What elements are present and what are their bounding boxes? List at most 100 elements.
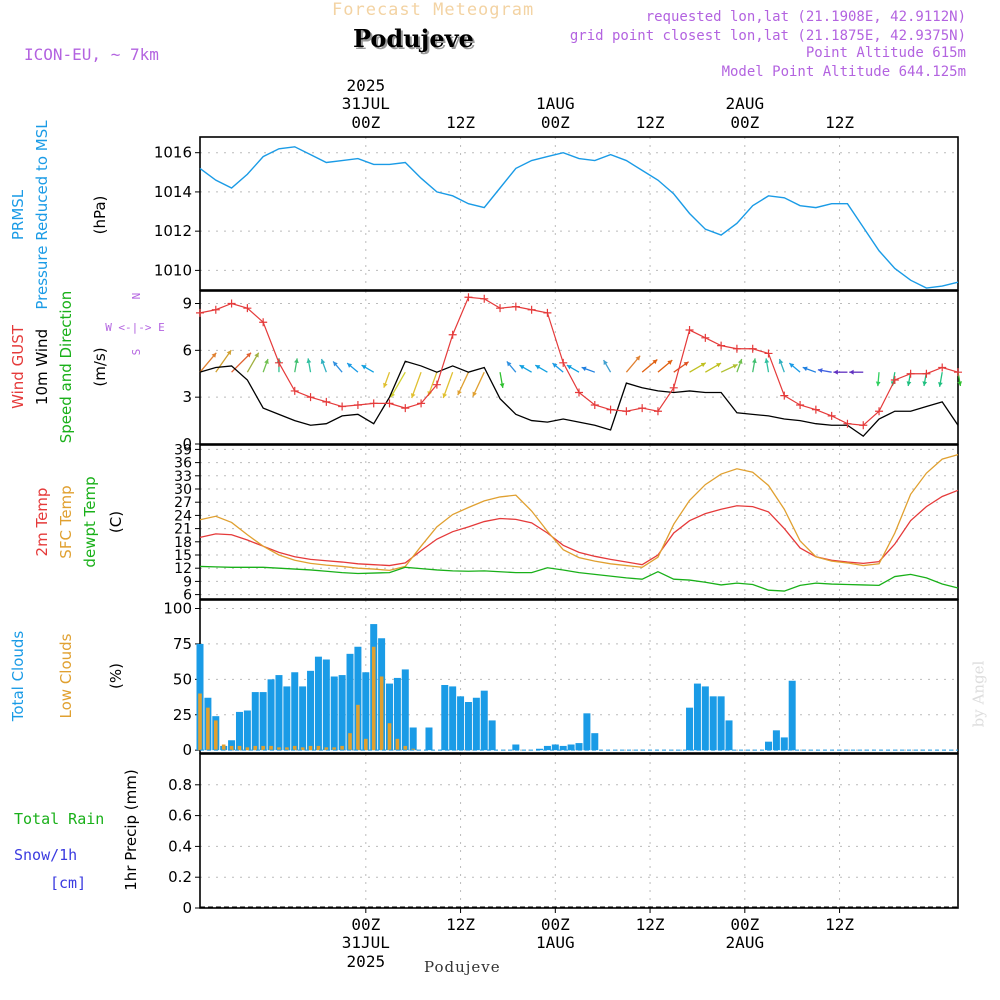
bottom-year-label: 2025 <box>347 952 386 971</box>
low-cloud-bar <box>411 748 415 751</box>
total-cloud-bar <box>449 686 457 751</box>
y-tick-label: 39 <box>174 442 192 458</box>
model-altitude: Model Point Altitude 644.125m <box>721 64 966 80</box>
wind-gust-marker <box>606 405 615 414</box>
low-cloud-bar <box>379 676 384 751</box>
low-cloud-bar <box>356 704 360 751</box>
y-tick-label: 0.4 <box>168 837 192 855</box>
wind-arrow-head <box>652 359 658 365</box>
total-cloud-bar <box>259 692 267 751</box>
total-cloud-bar <box>330 676 338 751</box>
y-tick-label: 0.2 <box>168 868 192 886</box>
wind-arrow-head <box>849 369 854 375</box>
low-cloud-bar <box>371 646 376 751</box>
y-tick-label: 9 <box>182 294 192 312</box>
wind-gust-marker <box>196 308 204 317</box>
wind-arrow-head <box>457 390 462 396</box>
y-tick-label: 21 <box>174 522 192 538</box>
total-cloud-bar <box>251 692 259 751</box>
wind-arrow-head <box>294 358 299 364</box>
wind-gust-marker <box>780 391 789 400</box>
wind-gust-marker <box>211 305 220 314</box>
y-tick-label: 0 <box>182 741 192 759</box>
low-cloud-bar <box>198 693 202 751</box>
temperature-panel-frame <box>199 444 959 600</box>
pressure-line <box>199 146 959 289</box>
y-tick-label: 30 <box>174 482 192 498</box>
bottom-time-label: 00Z <box>541 915 570 934</box>
bottom-date-label: 1AUG <box>536 933 575 952</box>
wind-arrow-head <box>506 361 512 367</box>
wind-arrow-head <box>789 363 795 368</box>
low-cloud-bar <box>300 747 305 751</box>
wind-gust-marker <box>496 304 505 313</box>
wind-arrow-head <box>383 382 388 388</box>
total-cloud-bar <box>788 680 796 751</box>
precip-unit-label: [cm] <box>50 874 86 892</box>
low-cloud-bar <box>229 745 234 751</box>
wind-gust-marker <box>559 358 568 367</box>
y-tick-label: 0.8 <box>168 776 192 794</box>
wind-arrow-head <box>802 366 808 372</box>
wind-axis-label: (m/s) <box>91 347 109 386</box>
pressure-axis-label: (hPa) <box>91 196 109 235</box>
temperature-axis-label: 2m Temp <box>33 488 51 557</box>
pressure-axis-label: PRMSL <box>9 189 27 240</box>
temperature-line <box>199 489 959 567</box>
wind-arrow-head <box>566 365 572 370</box>
wind-arrow-head <box>211 352 217 358</box>
temperature-line <box>199 454 959 572</box>
low-cloud-bar <box>261 745 265 751</box>
wind-gust-marker <box>875 407 884 416</box>
total-cloud-bar <box>457 696 465 751</box>
top-year-label: 2025 <box>347 76 386 95</box>
grid-point: grid point closest lon,lat (21.1875E, 42… <box>569 28 966 44</box>
y-tick-label: 36 <box>174 456 192 472</box>
low-cloud-bar <box>387 723 392 751</box>
total-cloud-bar <box>765 741 772 751</box>
wind-arrow-head <box>667 360 673 365</box>
total-cloud-bar <box>338 675 346 751</box>
footer-location: Podujeve <box>424 958 501 976</box>
total-cloud-bar <box>243 710 251 751</box>
total-cloud-bar <box>307 670 315 751</box>
wind-gust-marker <box>369 399 378 408</box>
low-cloud-bar <box>221 744 226 751</box>
y-tick-label: 27 <box>174 495 192 511</box>
wind-gust-marker <box>811 405 820 414</box>
y-tick-label: 33 <box>174 469 192 485</box>
y-tick-label: 15 <box>174 548 192 564</box>
wind-arrow-head <box>519 365 525 370</box>
wind-arrow-head <box>833 369 838 375</box>
wind-arrow-head <box>922 381 928 386</box>
total-cloud-bar <box>480 690 488 751</box>
top-time-label: 00Z <box>730 113 759 132</box>
wind-gust-marker <box>717 341 726 350</box>
total-cloud-bar <box>401 669 409 751</box>
bottom-time-label: 12Z <box>636 915 665 934</box>
wind-arrow-head <box>499 383 505 388</box>
wind-arrow-head <box>410 393 416 399</box>
wind-gust-marker <box>748 344 757 353</box>
wind-direction-arrow <box>215 349 232 373</box>
total-cloud-bar <box>772 730 780 751</box>
precip-snow-label: Snow/1h <box>14 846 77 864</box>
wind-gust-marker <box>764 349 773 358</box>
y-tick-label: 18 <box>174 535 192 551</box>
total-cloud-bar <box>275 675 283 751</box>
total-cloud-bar <box>472 697 480 751</box>
wind-gust-line <box>199 296 959 426</box>
wind-gust-marker <box>843 419 852 428</box>
top-date-label: 31JUL <box>342 94 390 113</box>
precip-axis-label: 1hr Precip (mm) <box>122 769 140 890</box>
watermark: by Angel <box>969 660 988 728</box>
low-cloud-bar <box>348 733 352 751</box>
low-cloud-bar <box>316 745 321 751</box>
bottom-time-label: 12Z <box>446 915 475 934</box>
total-cloud-bar <box>409 727 417 751</box>
total-cloud-bar <box>346 653 354 751</box>
top-time-label: 00Z <box>351 113 380 132</box>
clouds-axis-label: Total Clouds <box>9 631 27 723</box>
wind-arrow-head <box>764 358 770 364</box>
wind-direction-arrow <box>442 371 454 399</box>
